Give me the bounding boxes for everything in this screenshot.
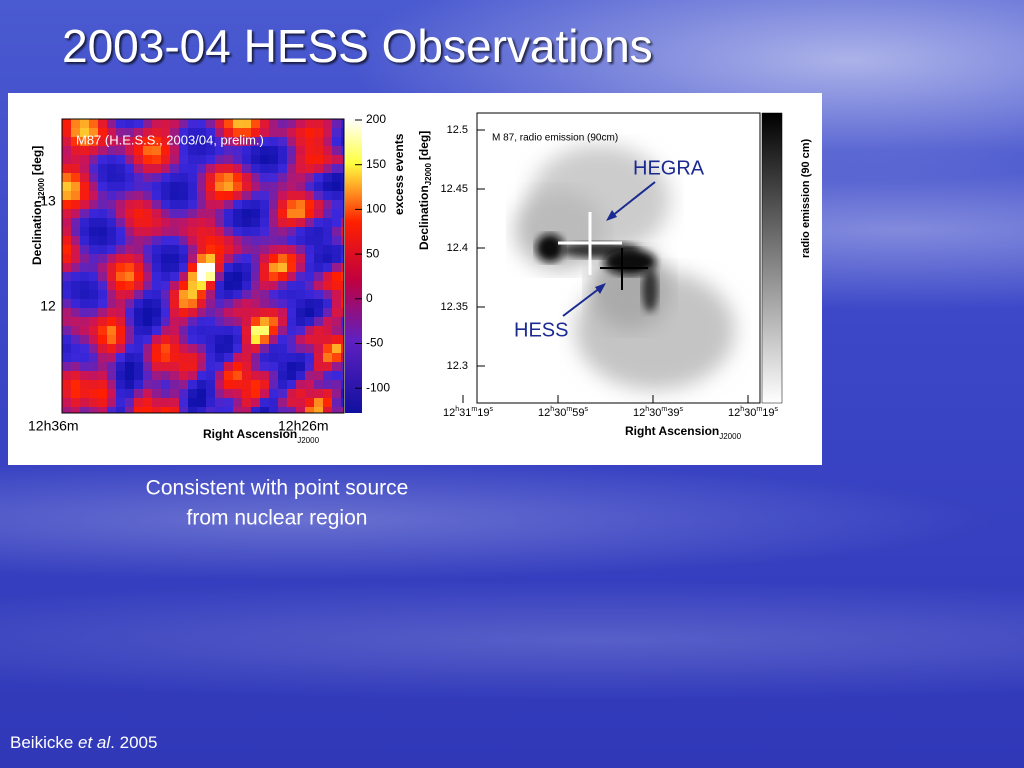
colorbar-tick-label: 150	[366, 157, 386, 171]
hess-cross	[600, 248, 648, 290]
x-tick-label: 12h30m19s	[728, 406, 779, 419]
radio-colorbar	[761, 112, 783, 404]
x-axis-label: Right AscensionJ2000	[203, 427, 320, 445]
map-frame	[61, 118, 345, 414]
y-tick-label: 12.3	[447, 360, 468, 372]
x-tick-part: h	[550, 406, 554, 413]
x-tick-part: 39	[667, 407, 679, 419]
x-axis-label: Right AscensionJ2000	[625, 424, 742, 441]
x-tick-part: 19	[477, 407, 489, 419]
y-axis-label: DeclinationJ2000 [deg]	[417, 131, 433, 250]
x-tick-part: h	[740, 406, 744, 413]
x-tick-part: 19	[762, 407, 774, 419]
x-label: Right Ascension	[625, 424, 719, 438]
colorbar-tick-label: 200	[366, 112, 386, 126]
colorbar-label: excess events	[392, 133, 406, 215]
x-tick-label: 12h31m19s	[443, 406, 494, 419]
panel-label: M87 (H.E.S.S., 2003/04, prelim.)	[76, 132, 264, 147]
annotation: HESS	[514, 319, 568, 341]
y-label-sub: J2000	[424, 163, 433, 186]
y-tick-label: 12.35	[440, 301, 468, 313]
y-label-unit: [deg]	[30, 146, 44, 175]
y-tick-label: 12	[40, 298, 56, 314]
slide-title: 2003-04 HESS Observations	[62, 20, 653, 72]
x-label-sub: J2000	[719, 432, 741, 441]
y-tick-label: 12.4	[447, 242, 468, 254]
x-tick-part: h	[645, 406, 649, 413]
y-tick-label: 12.5	[447, 124, 468, 136]
y-axis-label: DeclinationJ2000 [deg]	[30, 146, 46, 265]
x-tick-part: 30	[649, 407, 661, 419]
y-tick-label: 13	[40, 193, 56, 209]
x-label: Right Ascension	[203, 427, 297, 441]
excess-map	[62, 119, 344, 413]
colorbar-tick-label: -100	[366, 380, 390, 394]
x-tick-part: m	[756, 406, 762, 413]
x-tick-label: 12h30m39s	[633, 406, 684, 419]
x-tick-part: m	[471, 406, 477, 413]
x-tick-part: s	[490, 406, 494, 413]
radio-image	[515, 145, 735, 390]
colorbar	[345, 119, 362, 413]
colorbar-tick-label: 0	[366, 291, 373, 305]
x-label-sub: J2000	[297, 436, 319, 445]
citation-etal: et al	[78, 733, 111, 752]
colorbar-tick-label: 50	[366, 246, 380, 260]
x-tick-part: 12	[538, 407, 550, 419]
y-label-unit: [deg]	[417, 131, 431, 160]
y-label-sub: J2000	[37, 178, 46, 201]
y-label: Declination	[30, 200, 44, 265]
x-tick-part: 12	[633, 407, 645, 419]
y-tick-label: 12.45	[440, 183, 468, 195]
annotation-arrows	[562, 181, 656, 317]
x-tick-part: 12	[443, 407, 455, 419]
citation-year: . 2005	[110, 733, 157, 752]
x-tick-label: 12h30m59s	[538, 406, 589, 419]
x-tick-part: 30	[744, 407, 756, 419]
caption-line: from nuclear region	[187, 507, 368, 530]
panel-label: M 87, radio emission (90cm)	[492, 133, 618, 144]
caption-line: Consistent with point source	[146, 477, 409, 500]
x-tick-part: s	[585, 406, 589, 413]
x-tick-part: 12	[728, 407, 740, 419]
y-label: Declination	[417, 185, 431, 250]
x-tick-part: m	[661, 406, 667, 413]
x-tick-part: 30	[554, 407, 566, 419]
x-tick-label: 12h26m	[278, 418, 329, 434]
citation: Beikicke et al. 2005	[10, 733, 157, 752]
colorbar-tick-label: 100	[366, 202, 386, 216]
x-tick-label: 12h36m	[28, 418, 79, 434]
hegra-cross	[558, 212, 622, 275]
x-tick-part: 31	[459, 407, 471, 419]
x-tick-part: s	[775, 406, 779, 413]
x-tick-part: s	[680, 406, 684, 413]
colorbar-label: radio emission (90 cm)	[800, 138, 812, 258]
x-tick-part: h	[455, 406, 459, 413]
annotation: HEGRA	[633, 157, 705, 179]
colorbar-tick-label: -50	[366, 336, 384, 350]
x-tick-part: 59	[572, 407, 584, 419]
x-tick-part: m	[566, 406, 572, 413]
citation-author: Beikicke	[10, 733, 78, 752]
